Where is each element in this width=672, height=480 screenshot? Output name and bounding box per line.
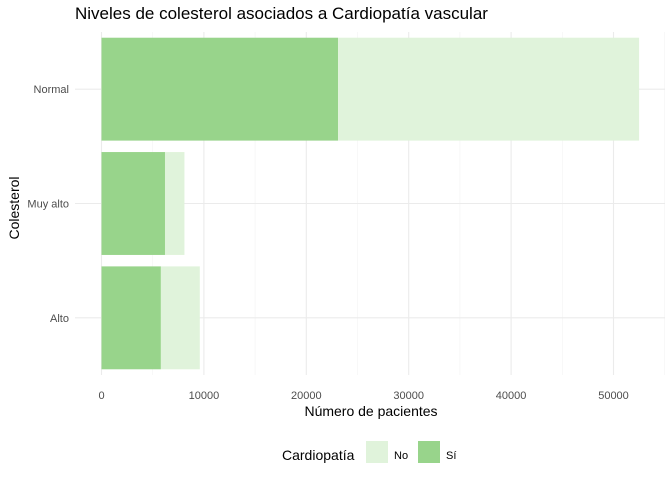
x-tick-label: 40000 <box>496 390 527 402</box>
chart-title: Niveles de colesterol asociados a Cardio… <box>75 4 488 23</box>
y-axis-title: Colesterol <box>6 176 22 239</box>
x-axis-title: Número de pacientes <box>304 403 437 419</box>
y-tick-label: Muy alto <box>27 199 69 211</box>
legend-swatch-no <box>366 441 388 463</box>
legend-swatch-si <box>418 441 440 463</box>
bar-alto-si <box>101 266 161 370</box>
x-tick-label: 50000 <box>598 390 629 402</box>
legend: Cardiopatía No Sí <box>282 441 456 463</box>
bars <box>101 37 640 370</box>
bar-muy-alto-si <box>101 152 165 255</box>
y-tick-label: Alto <box>50 313 69 325</box>
bar-muy-alto-no <box>164 152 185 255</box>
x-tick-label: 30000 <box>393 390 424 402</box>
legend-label: No <box>394 450 408 462</box>
bar-normal-no <box>338 37 640 141</box>
legend-label: Sí <box>446 450 456 462</box>
x-tick-label: 0 <box>98 390 104 402</box>
x-tick-label: 10000 <box>189 390 220 402</box>
bar-alto-no <box>160 266 200 370</box>
x-tick-labels: 0 10000 20000 30000 40000 50000 <box>98 390 628 402</box>
y-tick-label: Normal <box>34 84 69 96</box>
legend-title: Cardiopatía <box>282 447 355 463</box>
bar-normal-si <box>101 37 339 141</box>
x-tick-label: 20000 <box>291 390 322 402</box>
y-tick-labels: Normal Muy alto Alto <box>27 84 69 325</box>
